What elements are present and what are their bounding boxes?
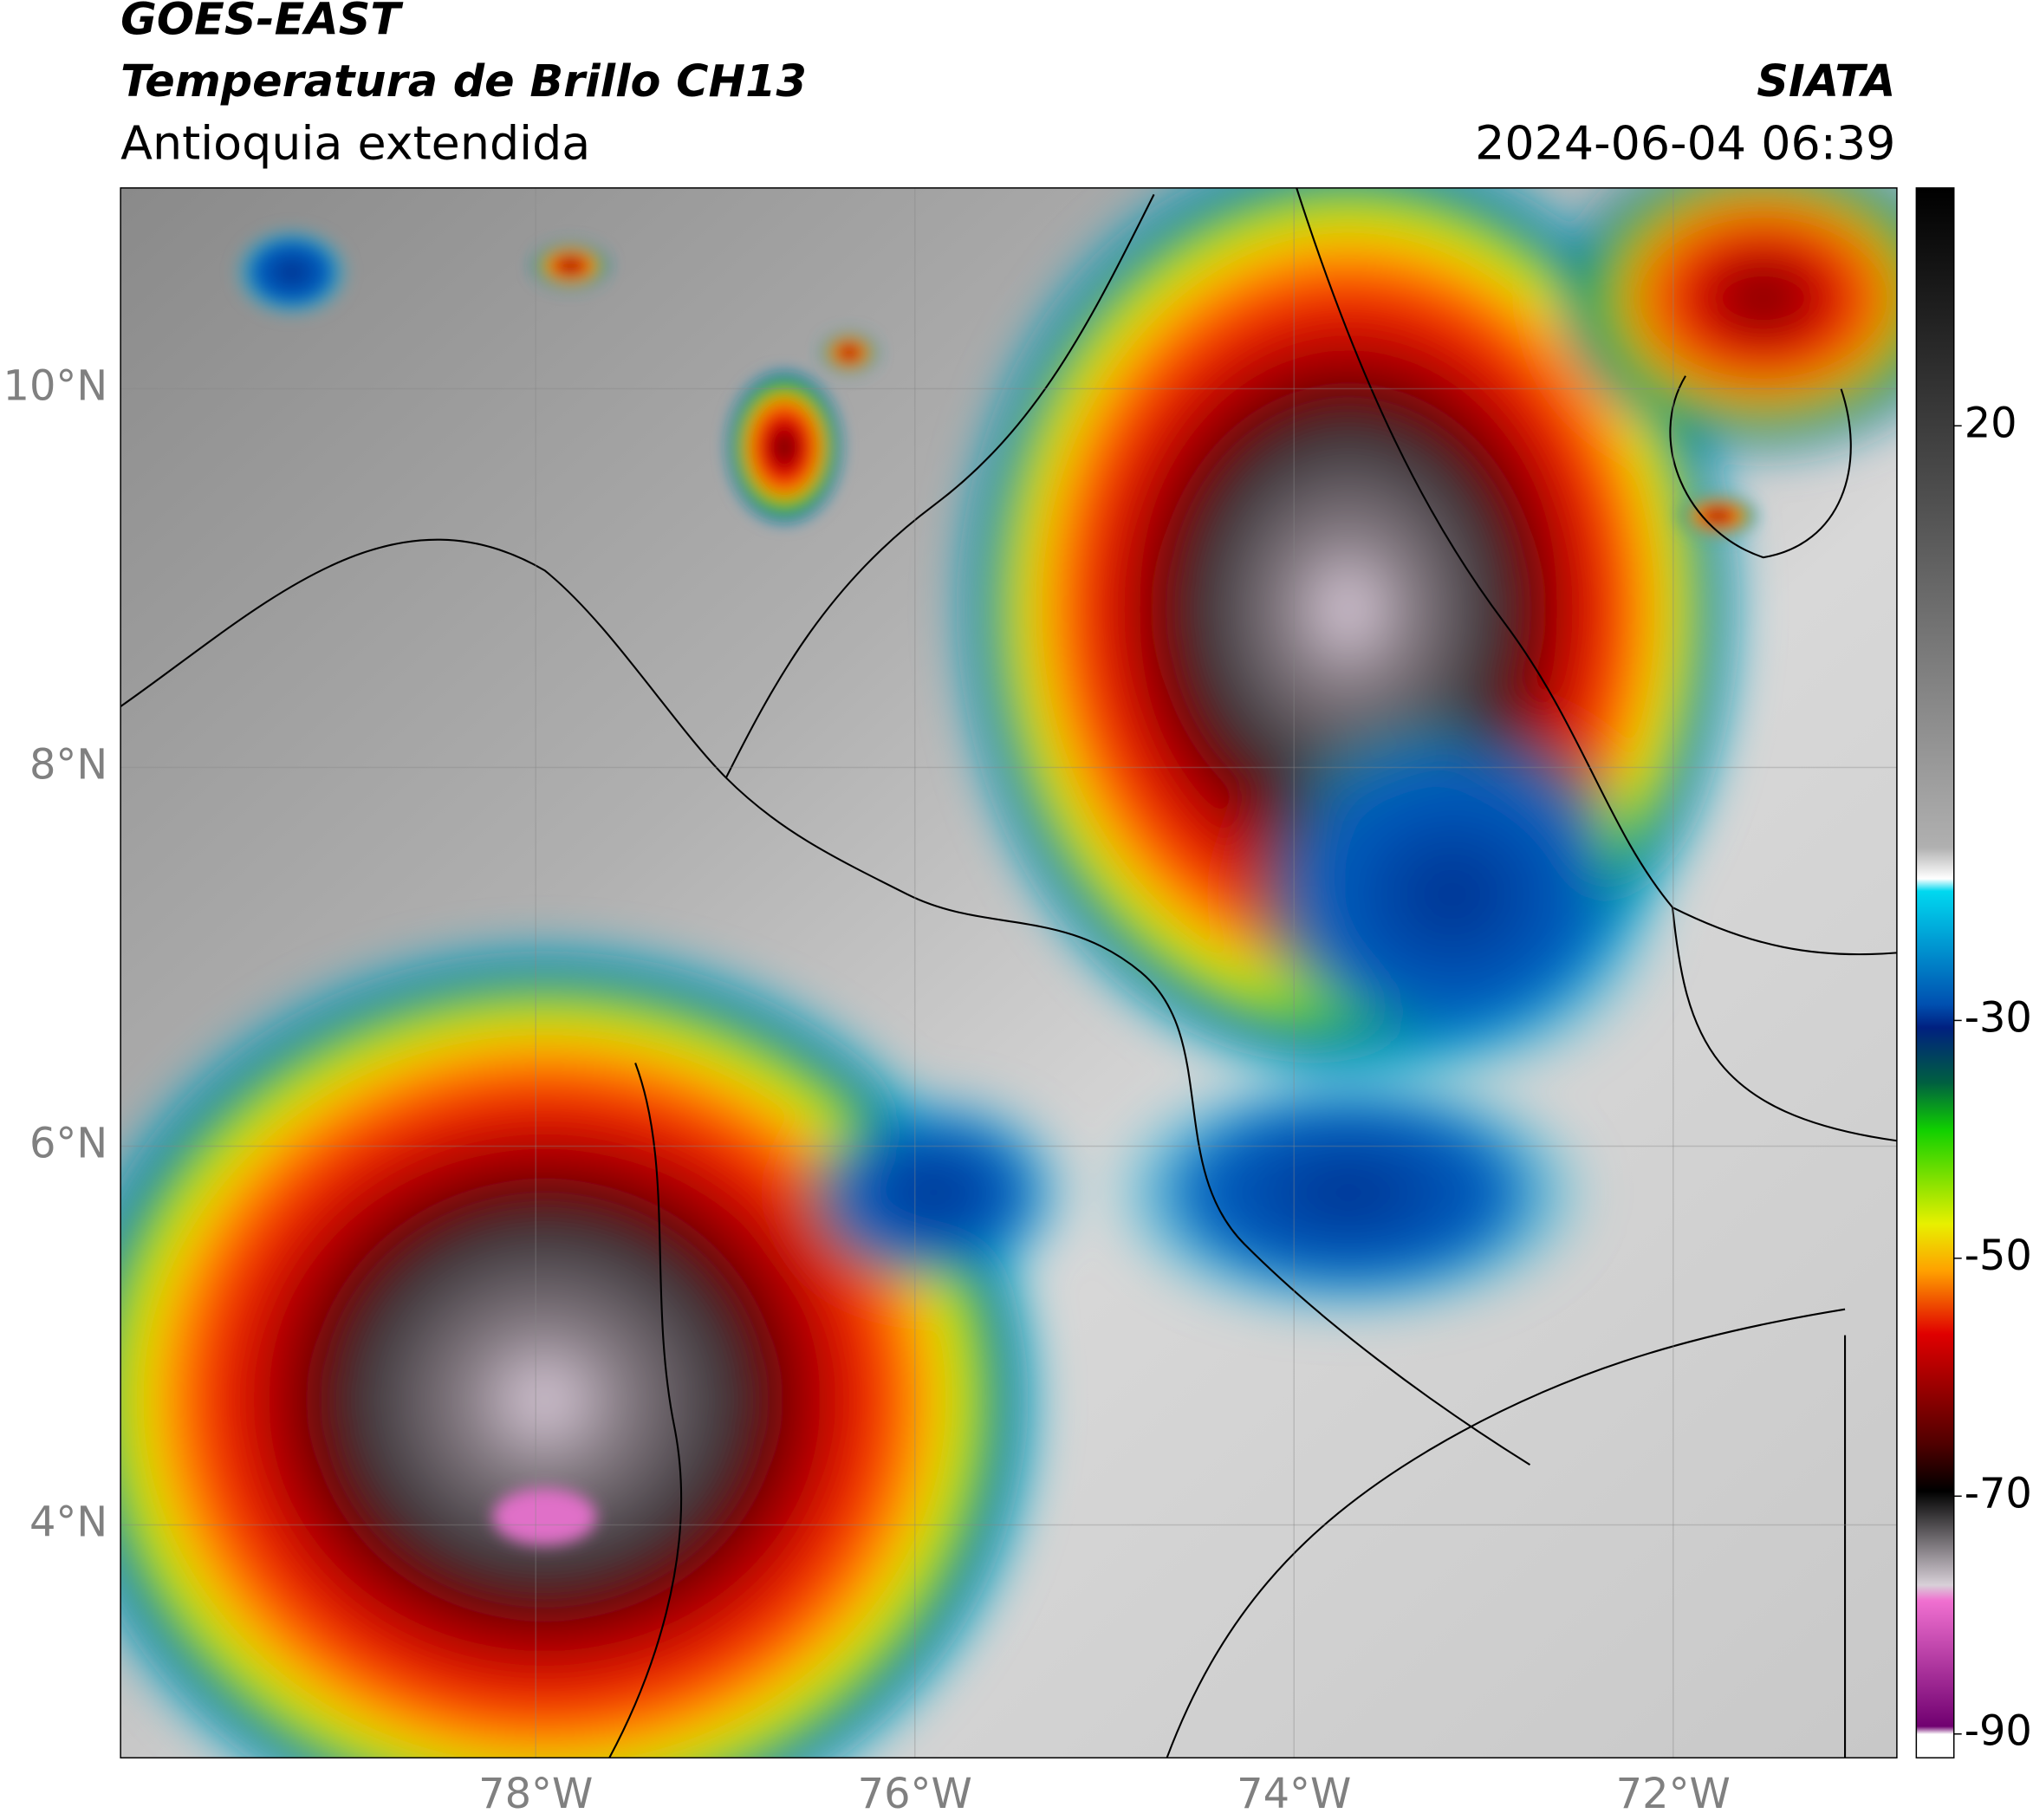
lat-tick-label: 10°N (3, 362, 108, 410)
lon-tick-label: 74°W (1237, 1771, 1351, 1818)
lon-tick-label: 76°W (858, 1771, 972, 1818)
source: SIATA (1757, 55, 1895, 107)
colorbar-ticks: 20 -30 -50 -70 -90 (1953, 400, 2032, 1756)
title: GOES-EAST (120, 0, 404, 44)
map-frame (120, 187, 1898, 1758)
grid (120, 187, 1897, 1758)
datetime: 2024-06-04 06:39 (1475, 116, 1895, 171)
lat-tick-label: 6°N (29, 1120, 107, 1167)
colorbar-tick-label: 20 (1965, 400, 2017, 447)
lat-tick-label: 4°N (29, 1498, 107, 1546)
colorbar-tick-label: -90 (1965, 1708, 2032, 1756)
subtitle: Temperatura de Brillo CH13 (120, 55, 807, 107)
lon-tick-label: 78°W (478, 1771, 593, 1818)
colorbar-tick-label: -50 (1965, 1232, 2032, 1280)
header: GOES-EAST Temperatura de Brillo CH13 Ant… (120, 0, 1895, 171)
region: Antioquia extendida (120, 116, 590, 171)
colorbar (1915, 187, 1955, 1758)
satellite-image (120, 187, 1897, 1758)
lon-tick-label: 72°W (1616, 1771, 1731, 1818)
lat-tick-label: 8°N (29, 741, 107, 789)
colorbar-tick-label: -70 (1965, 1470, 2032, 1518)
colorbar-tick-label: -30 (1965, 994, 2032, 1042)
